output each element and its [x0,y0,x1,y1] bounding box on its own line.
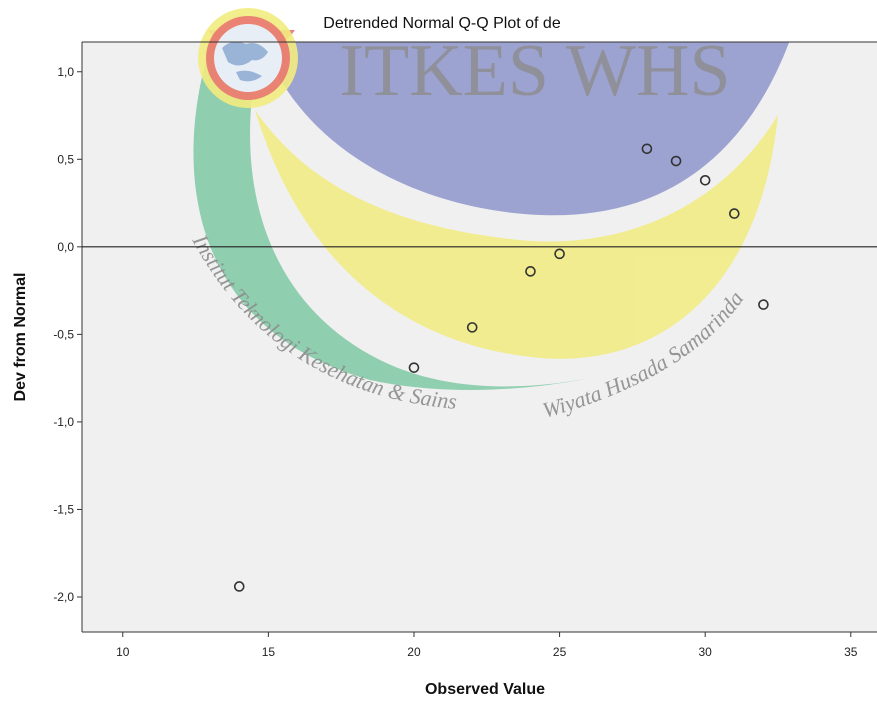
data-point [554,248,565,260]
watermark-logo [193,42,790,390]
y-tick-label: -1,5 [53,502,74,516]
y-tick-label: -2,0 [53,590,74,604]
data-point [670,155,682,167]
x-tick-label: 20 [407,645,421,659]
watermark-blue-band [262,42,790,216]
data-point [233,581,245,592]
y-tick-label: -1,0 [53,415,74,429]
axes: 1,0 0,5 0,0 -0,5 -1,0 -1,5 -2,0 10 15 20 25 30 35 [53,42,877,659]
chart-title: Detrended Normal Q-Q Plot of de [323,15,561,32]
data-points [233,143,769,592]
y-tick-label: 1,0 [57,65,74,79]
x-axis-title: Observed Value [425,681,545,698]
x-tick-label: 10 [116,645,130,659]
x-tick-label: 35 [844,645,858,659]
watermark-yellow-band [255,110,778,359]
y-tick-label: 0,0 [57,240,74,254]
watermark-green-band [193,42,590,390]
data-point [729,208,740,219]
data-point [758,299,769,310]
x-tick-label: 25 [553,645,567,659]
watermark-globe [198,8,298,108]
data-point [466,322,478,333]
y-tick-label: -0,5 [53,327,74,341]
data-point [699,175,711,186]
data-point [641,143,653,155]
y-tick-label: 0,5 [57,152,74,166]
data-point [408,362,420,373]
y-axis-title: Dev from Normal [12,273,29,402]
data-point [525,266,536,277]
watermark-brand-text: ITKES WHS [339,30,730,112]
x-tick-label: 30 [699,645,713,659]
x-tick-label: 15 [262,645,276,659]
